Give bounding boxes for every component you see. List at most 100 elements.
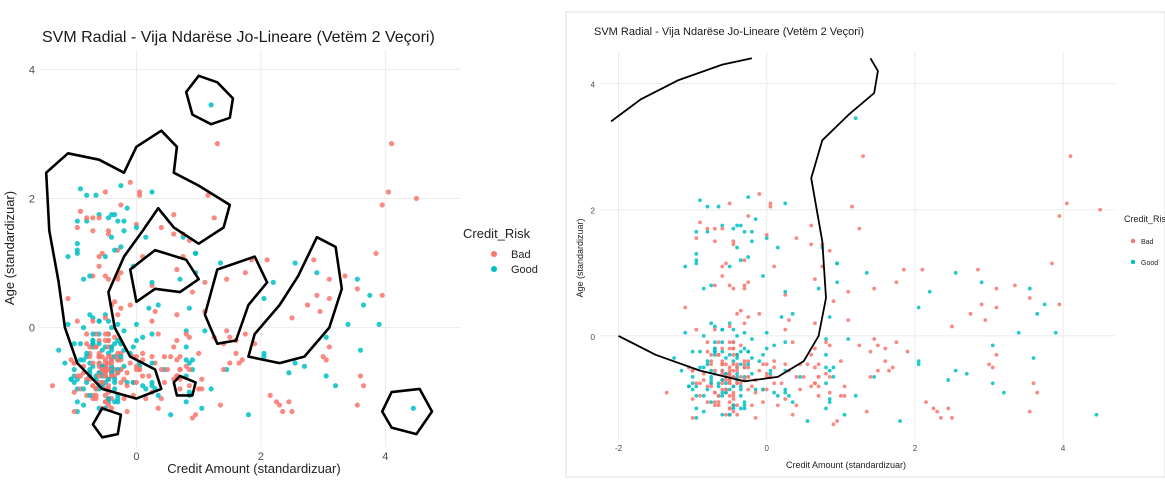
left-point-bad bbox=[127, 179, 133, 185]
right-point-bad bbox=[772, 381, 777, 386]
right-point-bad bbox=[746, 214, 751, 218]
left-point-bad bbox=[161, 354, 168, 360]
left-point-bad bbox=[102, 189, 108, 195]
left-point-good bbox=[199, 405, 205, 411]
left-point-good bbox=[80, 386, 87, 392]
right-point-bad bbox=[1057, 214, 1062, 218]
right-point-good bbox=[761, 274, 765, 278]
right-point-good bbox=[753, 217, 758, 222]
right-point-bad bbox=[935, 409, 940, 414]
left-point-bad bbox=[155, 405, 161, 411]
left-point-bad bbox=[115, 276, 121, 282]
right-point-bad bbox=[742, 362, 747, 367]
left-point-good bbox=[71, 366, 77, 373]
left-point-bad bbox=[115, 357, 121, 363]
right-point-good bbox=[694, 384, 699, 389]
left-point-bad bbox=[102, 373, 108, 379]
left-point-good bbox=[118, 354, 124, 360]
left-point-bad bbox=[96, 360, 102, 366]
right-point-bad bbox=[1027, 409, 1032, 414]
left-point-bad bbox=[105, 231, 112, 237]
right-x-tick-label-0: -2 bbox=[615, 444, 623, 453]
right-point-bad bbox=[868, 349, 873, 354]
right-point-good bbox=[712, 349, 717, 354]
right-point-good bbox=[775, 393, 780, 398]
right-point-bad bbox=[720, 381, 725, 386]
right-point-good bbox=[835, 280, 840, 285]
right-point-good bbox=[720, 390, 725, 395]
right-point-bad bbox=[690, 397, 695, 401]
right-point-good bbox=[742, 375, 747, 379]
left-point-good bbox=[357, 347, 364, 353]
left-legend-label-bad: Bad bbox=[511, 249, 531, 261]
left-point-bad bbox=[90, 228, 96, 234]
right-point-bad bbox=[753, 416, 758, 420]
left-point-bad bbox=[124, 383, 130, 389]
right-point-bad bbox=[738, 375, 743, 379]
right-chart-background bbox=[565, 11, 1165, 478]
left-point-bad bbox=[152, 308, 158, 315]
right-point-good bbox=[864, 270, 869, 275]
right-point-good bbox=[720, 327, 725, 332]
right-point-bad bbox=[835, 419, 840, 423]
right-point-bad bbox=[901, 267, 906, 272]
left-point-bad bbox=[87, 344, 93, 350]
left-point-bad bbox=[118, 379, 124, 386]
right-point-good bbox=[694, 393, 699, 398]
right-point-bad bbox=[727, 393, 732, 398]
right-point-bad bbox=[1057, 302, 1062, 307]
right-point-good bbox=[712, 324, 717, 329]
left-point-bad bbox=[304, 302, 311, 308]
right-point-bad bbox=[779, 381, 784, 386]
right-point-bad bbox=[742, 365, 747, 370]
left-point-bad bbox=[199, 376, 205, 382]
right-point-good bbox=[783, 387, 788, 392]
right-point-bad bbox=[827, 343, 832, 348]
right-point-good bbox=[742, 229, 747, 234]
right-point-bad bbox=[716, 400, 721, 405]
right-point-good bbox=[720, 412, 725, 417]
right-point-bad bbox=[720, 387, 725, 392]
left-point-bad bbox=[205, 192, 211, 198]
right-point-good bbox=[731, 403, 736, 408]
left-point-bad bbox=[242, 270, 248, 276]
right-point-good bbox=[1027, 286, 1032, 291]
left-point-bad bbox=[236, 360, 242, 366]
right-point-bad bbox=[727, 324, 732, 329]
right-point-bad bbox=[742, 321, 747, 326]
right-point-bad bbox=[872, 286, 877, 291]
right-point-good bbox=[842, 412, 847, 417]
right-point-bad bbox=[724, 387, 728, 392]
left-point-bad bbox=[118, 202, 124, 208]
right-point-good bbox=[805, 419, 810, 423]
right-point-bad bbox=[735, 365, 739, 370]
left-point-bad bbox=[84, 215, 90, 221]
right-point-good bbox=[735, 356, 739, 360]
left-point-bad bbox=[276, 402, 283, 408]
left-point-bad bbox=[112, 334, 118, 340]
left-point-bad bbox=[99, 250, 105, 256]
right-point-good bbox=[716, 204, 721, 209]
right-point-bad bbox=[701, 378, 706, 382]
right-point-bad bbox=[742, 359, 747, 364]
right-point-bad bbox=[720, 226, 725, 231]
left-point-bad bbox=[124, 370, 130, 376]
left-point-good bbox=[192, 250, 199, 256]
left-point-bad bbox=[289, 315, 295, 321]
right-point-bad bbox=[727, 378, 732, 382]
right-point-good bbox=[735, 375, 739, 379]
right-point-bad bbox=[727, 371, 732, 376]
right-point-good bbox=[757, 359, 762, 364]
left-point-good bbox=[208, 102, 214, 108]
left-point-bad bbox=[199, 386, 205, 392]
right-point-bad bbox=[994, 352, 999, 357]
right-point-good bbox=[724, 381, 728, 386]
right-point-good bbox=[853, 393, 858, 398]
right-point-good bbox=[746, 195, 751, 200]
right-point-good bbox=[690, 349, 695, 354]
right-point-bad bbox=[694, 236, 699, 241]
right-legend-key-bad bbox=[1130, 238, 1136, 244]
left-point-bad bbox=[102, 392, 108, 398]
left-point-bad bbox=[155, 331, 161, 337]
